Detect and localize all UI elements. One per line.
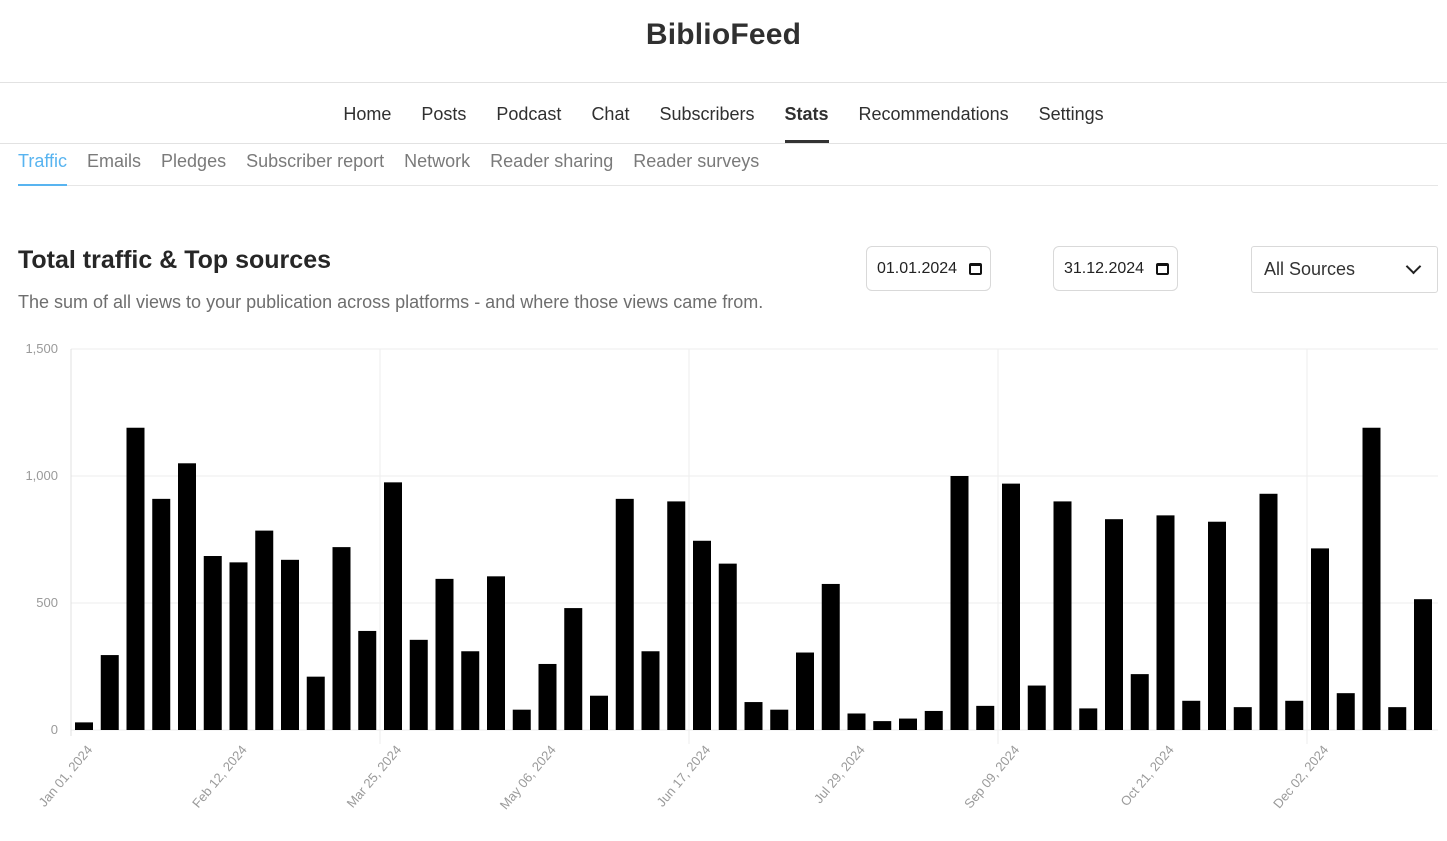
bar-0[interactable] xyxy=(75,722,93,730)
y-tick-label: 1,000 xyxy=(25,468,58,483)
tab-reader-surveys[interactable]: Reader surveys xyxy=(633,151,760,171)
bar-26[interactable] xyxy=(744,702,763,730)
bar-41[interactable] xyxy=(1130,674,1149,730)
bar-19[interactable] xyxy=(564,608,583,730)
tab-network[interactable]: Network xyxy=(404,151,471,171)
nav-item-home[interactable]: Home xyxy=(343,104,392,124)
bar-44[interactable] xyxy=(1208,521,1226,730)
bar-43[interactable] xyxy=(1182,700,1201,730)
bar-23[interactable] xyxy=(667,501,686,730)
section-title: Total traffic & Top sources xyxy=(18,246,332,274)
bar-48[interactable] xyxy=(1311,548,1329,730)
tab-subscriber-report[interactable]: Subscriber report xyxy=(246,151,385,171)
bar-45[interactable] xyxy=(1233,707,1252,730)
x-tick-label: Jan 01, 2024 xyxy=(35,742,95,809)
bar-18[interactable] xyxy=(538,663,557,730)
end-date-value: 31.12.2024 xyxy=(1064,259,1145,277)
bar-31[interactable] xyxy=(873,721,892,730)
bar-46[interactable] xyxy=(1259,493,1278,730)
bar-8[interactable] xyxy=(281,559,299,730)
bar-37[interactable] xyxy=(1027,685,1046,730)
chevron-down-icon xyxy=(1405,258,1422,275)
bar-42[interactable] xyxy=(1156,515,1175,730)
bar-15[interactable] xyxy=(461,651,480,730)
x-tick-label: Jul 29, 2024 xyxy=(811,742,868,806)
bar-16[interactable] xyxy=(487,576,505,730)
nav-item-recommendations[interactable]: Recommendations xyxy=(858,104,1009,124)
bar-52[interactable] xyxy=(1414,599,1432,730)
source-select-value: All Sources xyxy=(1264,259,1356,279)
bar-6[interactable] xyxy=(229,562,248,730)
bar-34[interactable] xyxy=(950,476,969,730)
bar-20[interactable] xyxy=(590,695,608,730)
nav-item-stats[interactable]: Stats xyxy=(784,83,829,143)
nav-item-settings[interactable]: Settings xyxy=(1038,104,1104,124)
traffic-bar-chart: 0 500 1,000 1,500 Jan 01, 2024 Feb 12, 2024 Ma… xyxy=(25,341,1438,812)
bar-32[interactable] xyxy=(899,718,917,730)
stats-sub-nav: Traffic Emails Pledges Subscriber report Net… xyxy=(18,144,1438,186)
bar-1[interactable] xyxy=(100,655,119,730)
bar-11[interactable] xyxy=(358,630,377,730)
bar-14[interactable] xyxy=(435,578,454,730)
bar-50[interactable] xyxy=(1362,427,1381,730)
bar-9[interactable] xyxy=(306,676,325,730)
bar-5[interactable] xyxy=(203,556,222,730)
bar-10[interactable] xyxy=(332,547,351,730)
calendar-icon[interactable] xyxy=(969,262,982,275)
tab-emails[interactable]: Emails xyxy=(87,151,142,171)
app-title: BiblioFeed xyxy=(645,18,802,51)
section-subtitle: The sum of all views to your publication… xyxy=(18,292,764,312)
x-tick-label: Sep 09, 2024 xyxy=(961,742,1022,811)
start-date-input[interactable]: 01.01.2024 xyxy=(866,246,991,291)
bar-3[interactable] xyxy=(152,498,171,730)
x-tick-label: Dec 02, 2024 xyxy=(1270,742,1331,811)
nav-item-podcast[interactable]: Podcast xyxy=(496,104,562,124)
app-header: BiblioFeed xyxy=(0,0,1447,83)
x-tick-label: May 06, 2024 xyxy=(497,742,559,812)
bar-39[interactable] xyxy=(1079,708,1098,730)
x-tick-label: Oct 21, 2024 xyxy=(1117,742,1176,809)
calendar-icon[interactable] xyxy=(1156,262,1169,275)
end-date-input[interactable]: 31.12.2024 xyxy=(1053,246,1178,291)
bar-35[interactable] xyxy=(976,705,995,730)
x-tick-label: Feb 12, 2024 xyxy=(189,742,250,810)
tab-reader-sharing[interactable]: Reader sharing xyxy=(490,151,614,171)
nav-item-chat[interactable]: Chat xyxy=(591,104,630,124)
nav-item-posts[interactable]: Posts xyxy=(421,104,467,124)
nav-item-subscribers[interactable]: Subscribers xyxy=(659,104,755,124)
bar-22[interactable] xyxy=(641,651,660,730)
bar-4[interactable] xyxy=(178,463,196,730)
x-tick-label: Jun 17, 2024 xyxy=(653,742,713,809)
x-tick-label: Mar 25, 2024 xyxy=(344,742,405,810)
bar-7[interactable] xyxy=(255,530,274,730)
bar-17[interactable] xyxy=(512,709,531,730)
bar-28[interactable] xyxy=(796,652,814,730)
bar-2[interactable] xyxy=(126,427,145,730)
bar-36[interactable] xyxy=(1002,483,1020,730)
y-tick-label: 500 xyxy=(36,595,58,610)
bar-47[interactable] xyxy=(1285,700,1304,730)
bar-12[interactable] xyxy=(384,482,402,730)
bar-25[interactable] xyxy=(718,563,737,730)
bar-33[interactable] xyxy=(924,710,943,730)
bar-40[interactable] xyxy=(1105,519,1123,730)
main-nav-items: Home Posts Podcast Chat Subscribers Stats Reco… xyxy=(0,83,1447,143)
bar-21[interactable] xyxy=(615,498,634,730)
bar-13[interactable] xyxy=(409,639,428,730)
bar-29[interactable] xyxy=(821,583,840,730)
bar-24[interactable] xyxy=(693,540,711,730)
bar-51[interactable] xyxy=(1388,707,1407,730)
main-nav: Home Posts Podcast Chat Subscribers Stats Reco… xyxy=(0,83,1447,144)
start-date-value: 01.01.2024 xyxy=(877,259,958,277)
bar-49[interactable] xyxy=(1336,693,1355,730)
tab-pledges[interactable]: Pledges xyxy=(161,151,227,171)
bar-30[interactable] xyxy=(847,713,866,730)
tab-traffic[interactable]: Traffic xyxy=(18,144,68,186)
y-tick-label: 1,500 xyxy=(25,341,58,356)
bar-38[interactable] xyxy=(1053,501,1072,730)
y-tick-label: 0 xyxy=(51,722,58,737)
bar-27[interactable] xyxy=(770,709,789,730)
source-select[interactable]: All Sources xyxy=(1251,246,1438,293)
